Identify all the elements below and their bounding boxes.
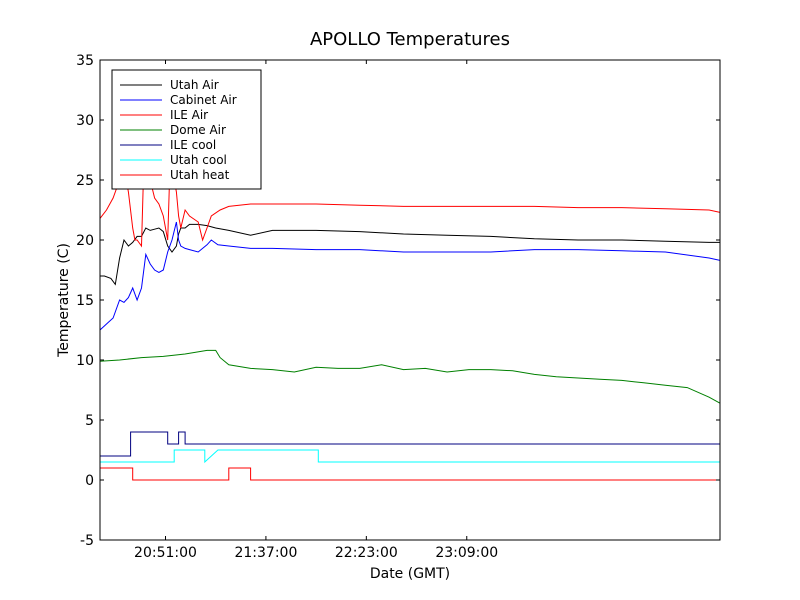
y-tick-label: 35: [76, 53, 94, 69]
y-axis-label: Temperature (C): [56, 243, 72, 358]
y-tick-label: 15: [76, 293, 94, 309]
series-line-utah-cool: [100, 449, 720, 464]
series-line-cabinet-air: [99, 221, 721, 331]
series-line-ile-air: [99, 166, 721, 248]
legend-label: Cabinet Air: [170, 93, 237, 107]
y-axis-ticks: -5 0 5 10 15 20 25 30 35: [76, 53, 720, 549]
x-axis-label: Date (GMT): [370, 566, 450, 582]
y-tick-label: 20: [76, 233, 94, 249]
x-tick-label: 22:23:00: [335, 545, 398, 561]
x-tick-label: 21:37:00: [234, 545, 297, 561]
legend-label: Utah heat: [170, 168, 230, 182]
y-tick-label: 25: [76, 173, 94, 189]
legend-label: ILE cool: [170, 138, 216, 152]
x-tick-label: 20:51:00: [134, 545, 197, 561]
x-axis-ticks: 20:51:00 21:37:00 22:23:00 23:09:00: [134, 60, 498, 561]
y-tick-label: 5: [85, 413, 94, 429]
legend-label: Utah cool: [170, 153, 227, 167]
x-tick-label: 23:09:00: [435, 545, 498, 561]
series-line-ile-cool: [100, 431, 720, 457]
y-tick-label: 0: [85, 473, 94, 489]
y-tick-label: 10: [76, 353, 94, 369]
legend-label: ILE Air: [170, 108, 208, 122]
legend-label: Utah Air: [170, 78, 219, 92]
legend-label: Dome Air: [170, 123, 226, 137]
chart-title: APOLLO Temperatures: [310, 29, 510, 50]
series-line-utah-heat: [100, 467, 720, 481]
plot-lines: [99, 166, 721, 481]
series-line-dome-air: [99, 349, 721, 404]
y-tick-label: 30: [76, 113, 94, 129]
y-tick-label: -5: [80, 533, 94, 549]
